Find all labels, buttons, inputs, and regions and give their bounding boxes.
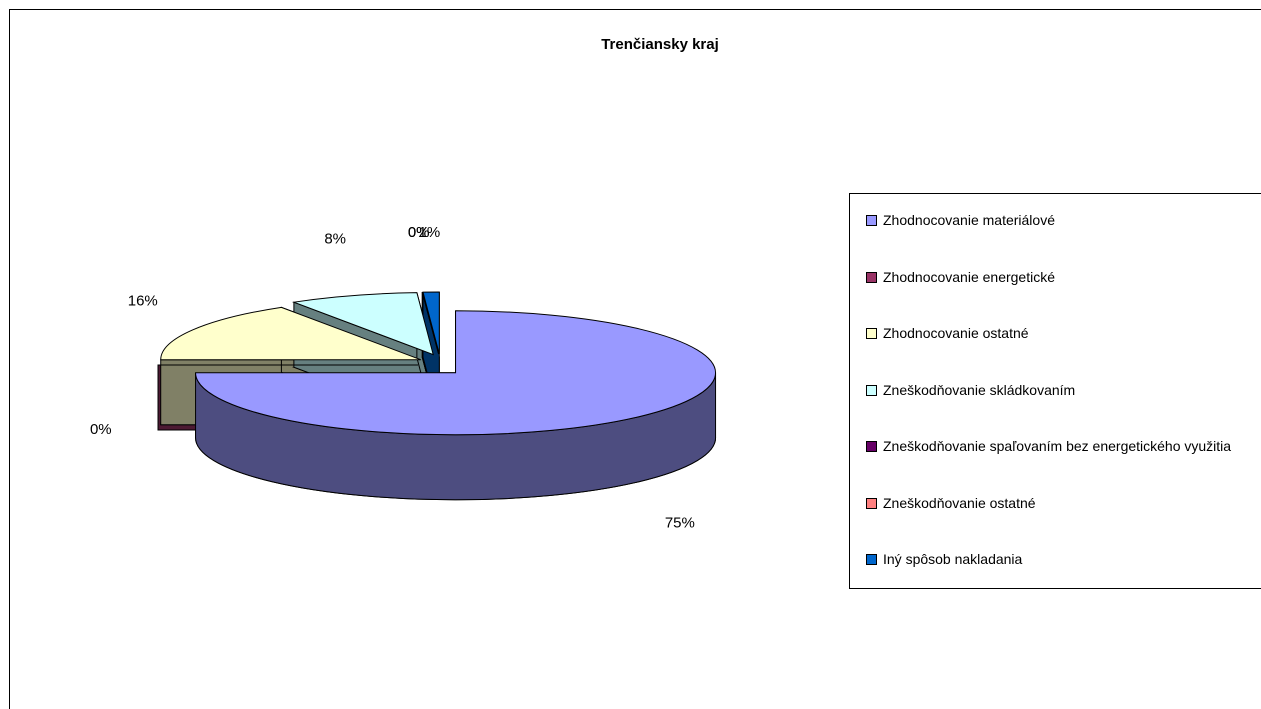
slice bbox=[291, 292, 434, 356]
data-label: 0% bbox=[408, 224, 430, 241]
legend-swatch bbox=[866, 441, 877, 453]
legend-swatch bbox=[866, 554, 877, 566]
chart-border bbox=[9, 9, 1261, 709]
legend-label: Zneškodňovanie skládkovaním bbox=[883, 381, 1076, 398]
legend-item: Zneškodňovanie skládkovaním bbox=[866, 382, 1261, 398]
data-label: 0% bbox=[408, 224, 430, 241]
chart-title: Trenčiansky kraj bbox=[601, 36, 719, 53]
legend-label: Zhodnocovanie energetické bbox=[883, 268, 1056, 285]
slice bbox=[195, 310, 717, 436]
data-label: 0% bbox=[90, 421, 112, 438]
pie-tops bbox=[158, 291, 717, 436]
slice bbox=[160, 306, 421, 361]
data-label: 1% bbox=[419, 224, 441, 241]
legend-item: Iný spôsob nakladania bbox=[866, 551, 1261, 567]
legend-label: Zneškodňovanie ostatné bbox=[883, 494, 1036, 511]
slice bbox=[422, 291, 440, 355]
legend-label: Zhodnocovanie ostatné bbox=[883, 325, 1029, 342]
data-label: 16% bbox=[128, 292, 158, 309]
legend-item: Zhodnocovanie energetické bbox=[866, 269, 1261, 285]
legend-label: Zneškodňovanie spaľovaním bez energetick… bbox=[883, 438, 1232, 455]
legend-swatch bbox=[866, 215, 877, 226]
data-label: 8% bbox=[324, 230, 346, 247]
legend: Zhodnocovanie materiálové Zhodnocovanie e… bbox=[849, 193, 1261, 589]
legend-label: Iný spôsob nakladania bbox=[883, 551, 1023, 568]
legend-swatch bbox=[866, 328, 877, 340]
legend-item: Zhodnocovanie materiálové bbox=[866, 212, 1261, 228]
legend-swatch bbox=[866, 497, 877, 509]
legend-item: Zneškodňovanie spaľovaním bez energetick… bbox=[866, 438, 1261, 454]
data-label: 75% bbox=[665, 514, 695, 531]
legend-label: Zhodnocovanie materiálové bbox=[883, 212, 1055, 228]
legend-swatch bbox=[866, 271, 877, 283]
legend-swatch bbox=[866, 384, 877, 396]
legend-item: Zneškodňovanie ostatné bbox=[866, 495, 1261, 511]
legend-item: Zhodnocovanie ostatné bbox=[866, 325, 1261, 341]
